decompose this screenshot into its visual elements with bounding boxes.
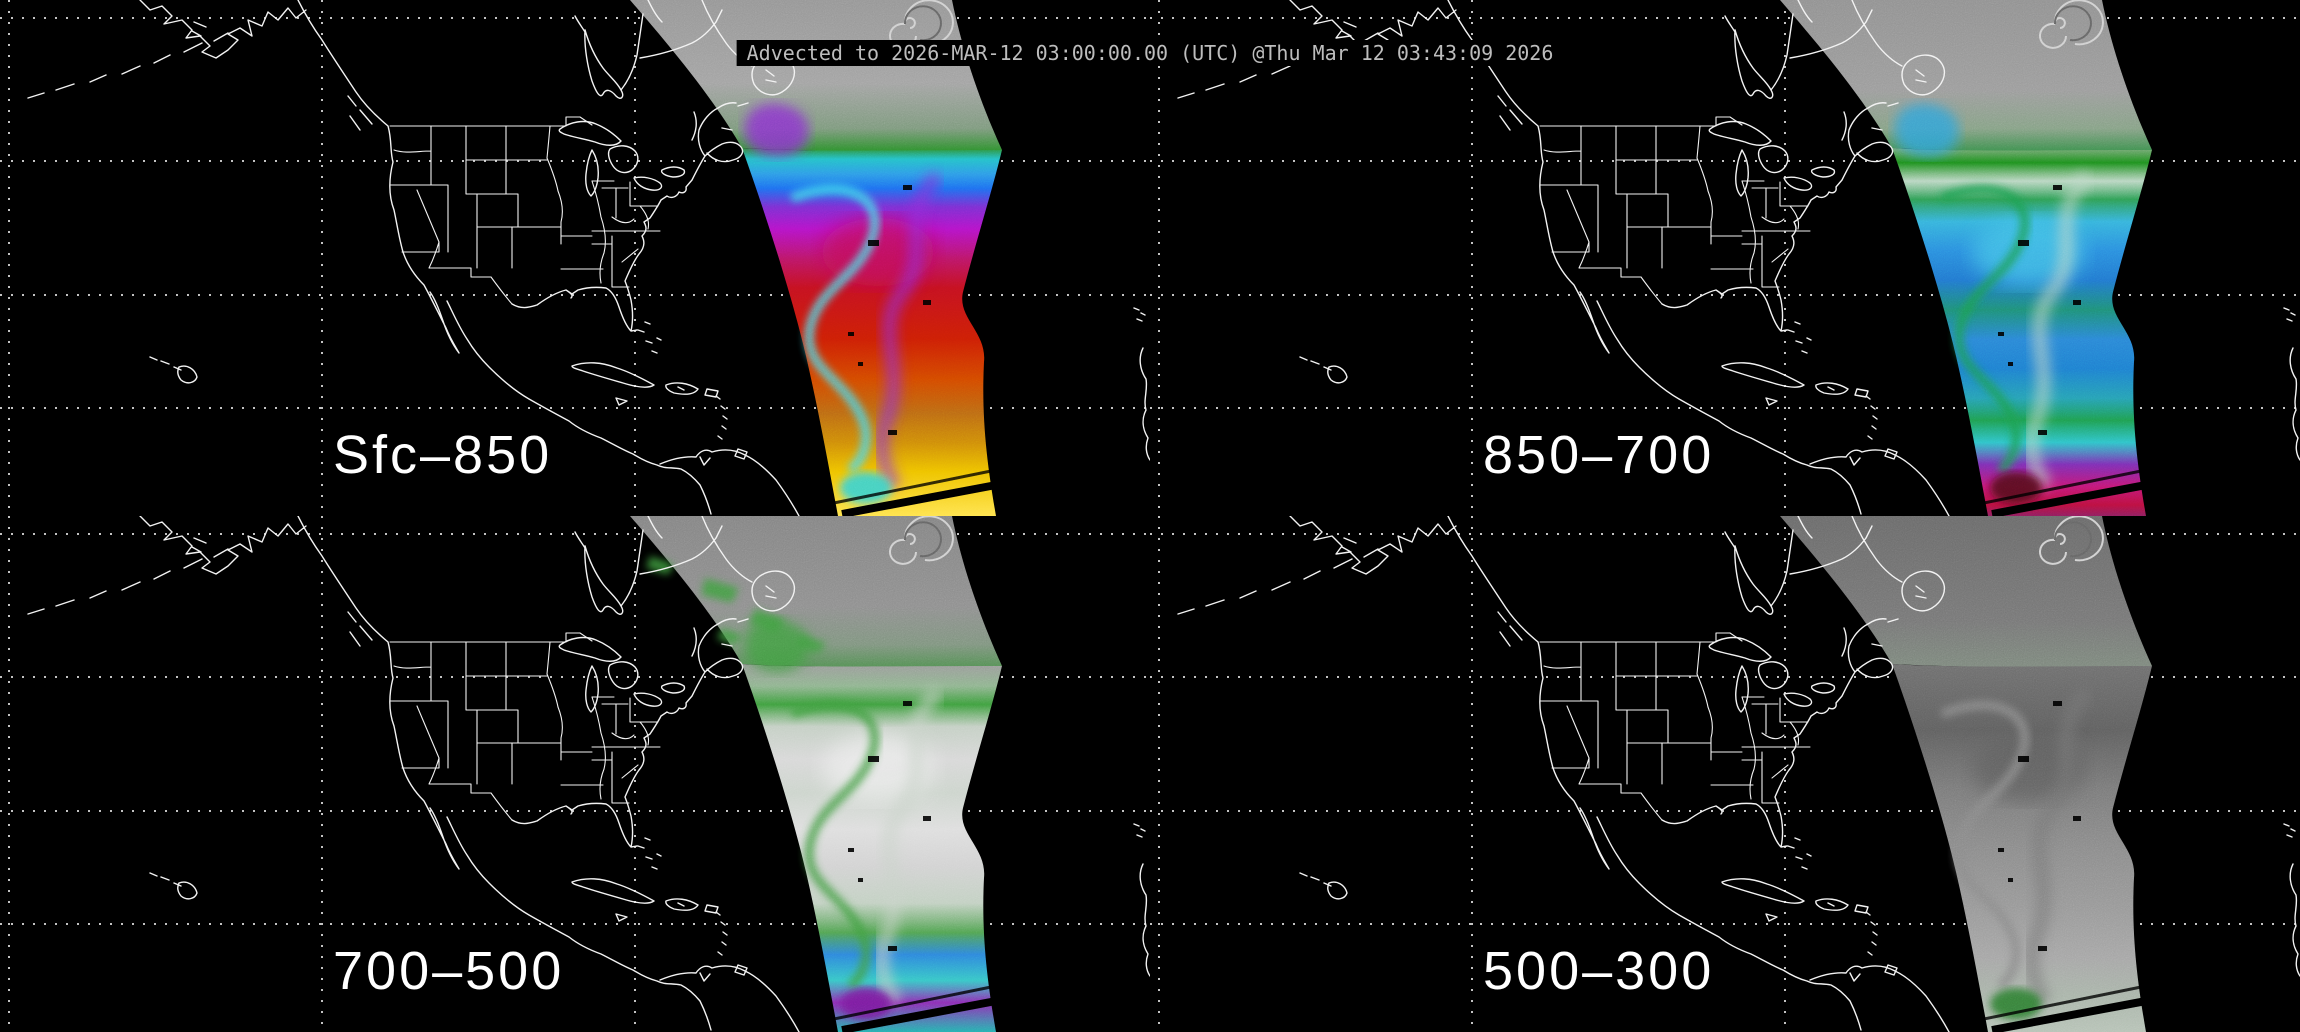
panel-map-500-300 <box>1150 516 2300 1032</box>
panel-label-850-700: 850–700 <box>1483 425 1715 485</box>
panel-map-700-500 <box>0 516 1150 1032</box>
panel-700-500: 700–500 <box>0 516 1150 1032</box>
advection-timestamp-title: Advected to 2026-MAR-12 03:00:00.00 (UTC… <box>736 40 1564 66</box>
panel-850-700: 850–700 <box>1150 0 2300 516</box>
panel-label-sfc-850: Sfc–850 <box>333 425 553 485</box>
panel-map-850-700 <box>1150 0 2300 516</box>
panel-sfc-850: Sfc–850 <box>0 0 1150 516</box>
panel-map-sfc-850 <box>0 0 1150 516</box>
panel-label-700-500: 700–500 <box>333 941 565 1001</box>
panel-500-300: 500–300 <box>1150 516 2300 1032</box>
panel-label-500-300: 500–300 <box>1483 941 1715 1001</box>
